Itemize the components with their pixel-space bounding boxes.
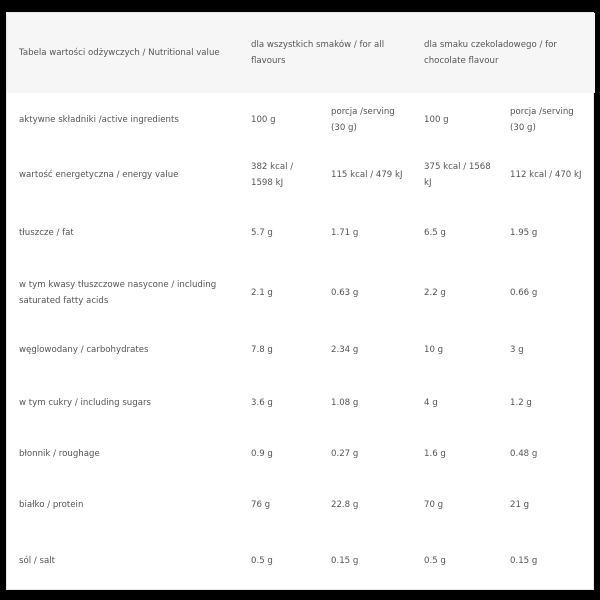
cell-aserv: 0.27 g [331,448,359,459]
header-label: Tabela wartości odżywczych / Nutritional… [19,48,220,58]
cell-a100: 76 g [251,500,271,510]
table-row: w tym cukry / including sugars 3.6 g 1.08 … [7,378,595,428]
cell-cserv: 21 g [510,500,530,510]
cell-aserv: 0.15 g [331,556,359,566]
header-chocolate: dla smaku czekoladowego / for chocolate … [424,40,557,66]
cell-cserv: 1.2 g [510,398,532,408]
cell-a100: 5.7 g [251,228,273,238]
cell-c100: 2.2 g [424,287,446,298]
cell-a100: 100 g [251,115,276,125]
cell-name: wartość energetyczna / energy value [19,170,179,180]
cell-a100: 3.6 g [251,398,273,408]
cell-name: w tym kwasy tłuszczowe nasycone / includ… [19,279,217,306]
cell-cserv: 0.66 g [510,287,538,298]
cell-a100: 2.1 g [251,287,273,298]
cell-aserv: 2.34 g [331,345,359,355]
cell-cserv: 1.95 g [510,228,538,238]
cell-c100: 375 kcal / 1568 kJ [424,162,491,188]
cell-c100: 1.6 g [424,448,446,459]
cell-aserv: 1.71 g [331,228,359,238]
cell-c100: 10 g [424,345,444,355]
table-row: białko / protein 76 g 22.8 g 70 g 21 g [7,479,595,531]
cell-c100: 70 g [424,500,444,510]
cell-aserv: 115 kcal / 479 kJ [331,170,403,180]
table-row: tłuszcze / fat 5.7 g 1.71 g 6.5 g 1.95 g [7,203,595,263]
cell-a100: 382 kcal / 1598 kJ [251,162,294,188]
cell-cserv: 0.48 g [510,448,538,459]
header-all-flavours: dla wszystkich smaków / for all flavours [251,40,385,66]
table-row: wartość energetyczna / energy value 382 k… [7,147,595,203]
cell-cserv: porcja /serving (30 g) [510,107,574,133]
table-row: błonnik / roughage 0.9 g 0.27 g 1.6 g 0.48 g [7,428,595,479]
cell-aserv: 1.08 g [331,398,359,408]
cell-aserv: porcja /serving (30 g) [331,107,395,133]
cell-a100: 0.9 g [251,448,273,459]
table-row: węglowodany / carbohydrates 7.8 g 2.34 g 10… [7,322,595,378]
cell-cserv: 3 g [510,345,524,355]
table-row: sól / salt 0.5 g 0.15 g 0.5 g 0.15 g [7,531,595,591]
nutrition-panel: Tabela wartości odżywczych / Nutritional… [6,12,596,591]
table-row: aktywne składniki /active ingredients 100… [7,93,595,147]
nutrition-table: Tabela wartości odżywczych / Nutritional… [7,13,596,591]
cell-c100: 100 g [424,115,449,125]
cell-c100: 0.5 g [424,556,446,566]
cell-c100: 6.5 g [424,228,446,238]
cell-aserv: 22.8 g [331,500,359,510]
cell-cserv: 112 kcal / 470 kJ [510,170,582,180]
table-row: w tym kwasy tłuszczowe nasycone / includ… [7,263,595,322]
cell-name: sól / salt [19,556,55,566]
cell-a100: 7.8 g [251,345,273,355]
cell-name: tłuszcze / fat [19,228,74,238]
cell-name: białko / protein [19,500,84,510]
cell-c100: 4 g [424,398,438,408]
cell-cserv: 0.15 g [510,556,538,566]
cell-a100: 0.5 g [251,556,273,566]
cell-name: aktywne składniki /active ingredients [19,115,179,125]
cell-name: błonnik / roughage [19,448,100,459]
cell-name: węglowodany / carbohydrates [19,345,149,355]
cell-name: w tym cukry / including sugars [19,398,151,408]
table-header-row: Tabela wartości odżywczych / Nutritional… [7,13,596,93]
cell-aserv: 0.63 g [331,287,359,298]
